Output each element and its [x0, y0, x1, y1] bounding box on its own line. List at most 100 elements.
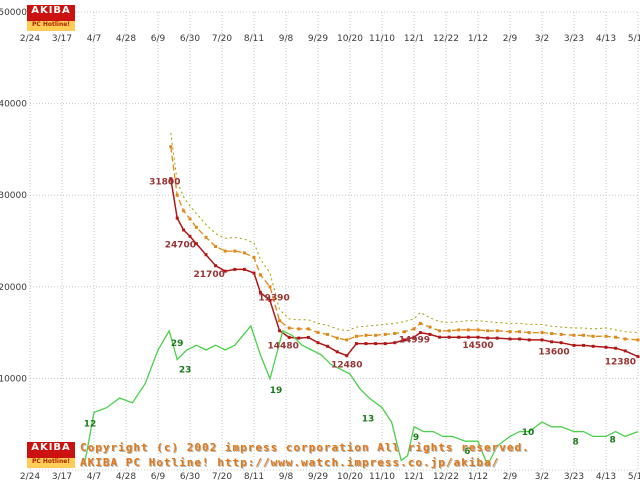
- date-label-top: 1/12: [468, 34, 488, 44]
- lowest-price-marker: [383, 342, 387, 346]
- average-price-marker: [278, 319, 282, 323]
- lowest-price-marker: [242, 267, 246, 271]
- date-label-bottom: 4/28: [116, 472, 136, 480]
- date-label-bottom: 11/10: [369, 472, 395, 480]
- average-price-marker: [486, 329, 490, 333]
- date-label-top: 12/1: [404, 34, 424, 44]
- lowest-price-marker: [393, 341, 397, 345]
- date-label-top: 2/9: [503, 34, 518, 44]
- shop-count-label: 23: [179, 366, 192, 376]
- lowest-price-marker: [223, 269, 227, 273]
- lowest-price-marker: [182, 228, 186, 232]
- average-price-marker: [438, 329, 442, 333]
- average-price-marker: [194, 225, 198, 229]
- average-price-marker: [268, 285, 272, 289]
- average-price-marker: [457, 328, 461, 332]
- lowest-price-marker: [623, 349, 627, 353]
- date-label-bottom: 4/7: [87, 472, 101, 480]
- lowest-price-marker: [214, 264, 218, 268]
- y-axis-label: 50000: [0, 8, 27, 18]
- date-label-top: 4/28: [116, 34, 136, 44]
- date-label-top: 5/11: [628, 34, 640, 44]
- lowest-price-marker: [527, 338, 531, 342]
- price-point-label: 12480: [331, 361, 362, 371]
- average-price-marker: [223, 249, 227, 253]
- lowest-price-marker: [345, 354, 349, 358]
- average-price-marker: [252, 256, 256, 259]
- lowest-price-marker: [486, 336, 490, 340]
- lowest-price-marker: [188, 234, 192, 238]
- date-label-bottom: 2/24: [20, 472, 40, 480]
- date-label-top: 8/11: [244, 34, 264, 44]
- average-price-marker: [383, 332, 387, 336]
- average-price-marker: [636, 338, 640, 342]
- average-price-marker: [374, 333, 378, 337]
- y-axis-label: 30000: [0, 191, 27, 201]
- date-label-bottom: 5/11: [628, 472, 640, 480]
- average-price-marker: [550, 332, 554, 335]
- lowest-price-marker: [636, 355, 640, 359]
- average-price-marker: [182, 209, 186, 213]
- average-price-marker: [364, 333, 368, 337]
- average-price-marker: [345, 338, 349, 342]
- lowest-price-marker: [287, 335, 291, 339]
- average-price-marker: [242, 251, 246, 255]
- shop-count-label: 9: [413, 433, 419, 443]
- average-price-marker: [614, 335, 618, 339]
- lowest-price-marker: [306, 335, 310, 339]
- lowest-price-marker: [457, 335, 461, 339]
- lowest-price-marker: [326, 344, 330, 348]
- highest-price-line: [170, 132, 639, 334]
- lowest-price-marker: [374, 342, 378, 346]
- date-label-top: 12/22: [433, 34, 459, 44]
- date-label-bottom: 12/1: [404, 472, 424, 480]
- date-label-bottom: 2/9: [503, 472, 518, 480]
- date-label-bottom: 8/11: [244, 472, 264, 480]
- price-point-label: 13600: [538, 347, 569, 357]
- average-price-marker: [306, 327, 310, 331]
- average-price-marker: [495, 329, 499, 333]
- date-label-top: 6/30: [180, 34, 200, 44]
- lowest-price-marker: [258, 290, 262, 294]
- average-price-marker: [418, 321, 422, 325]
- shop-count-label: 10: [522, 428, 535, 438]
- akiba-logo-subtext: PC Hotline!: [27, 21, 75, 31]
- average-price-marker: [214, 245, 218, 248]
- lowest-price-marker: [438, 335, 442, 339]
- date-label-bottom: 9/29: [308, 472, 328, 480]
- date-label-top: 2/24: [20, 34, 40, 44]
- lowest-price-marker: [447, 335, 451, 339]
- average-price-marker: [393, 332, 397, 335]
- lowest-price-marker: [518, 337, 522, 341]
- lowest-price-marker: [604, 345, 608, 349]
- akiba-logo-subtext: PC Hotline!: [27, 458, 75, 468]
- lowest-price-marker: [297, 336, 301, 340]
- average-price-line: [170, 146, 639, 341]
- date-label-bottom: 10/20: [337, 472, 363, 480]
- average-price-marker: [508, 330, 512, 334]
- average-price-marker: [326, 332, 330, 336]
- date-label-bottom: 3/23: [564, 472, 584, 480]
- lowest-price-marker: [354, 342, 358, 346]
- average-price-marker: [447, 329, 451, 333]
- shop-count-label: 12: [84, 419, 97, 429]
- date-label-bottom: 1/12: [468, 472, 488, 480]
- y-axis-label: 20000: [0, 283, 27, 293]
- price-point-label: 14500: [462, 341, 493, 351]
- y-axis-label: 40000: [0, 100, 27, 110]
- lowest-price-marker: [591, 344, 595, 348]
- lowest-price-marker: [418, 331, 422, 335]
- average-price-marker: [258, 273, 262, 277]
- lowest-price-marker: [335, 350, 339, 354]
- akiba-logo-bottom: AKIBA PC Hotline!: [27, 442, 75, 468]
- average-price-marker: [428, 325, 432, 329]
- date-label-top: 10/20: [337, 34, 363, 44]
- average-price-marker: [316, 331, 320, 335]
- average-price-marker: [175, 193, 179, 197]
- average-price-marker: [169, 145, 173, 149]
- date-label-bottom: 7/20: [212, 472, 232, 480]
- average-price-marker: [559, 332, 563, 336]
- akiba-logo-text: AKIBA: [27, 5, 75, 21]
